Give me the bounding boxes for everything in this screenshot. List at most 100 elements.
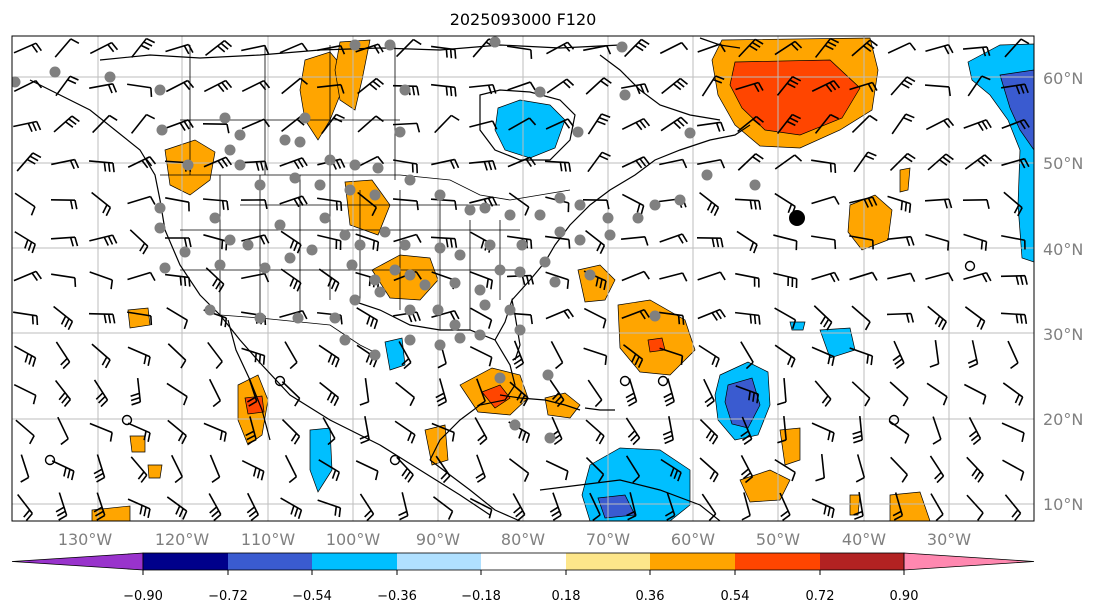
station-dot (516, 239, 528, 251)
wind-barb (773, 234, 798, 251)
colorbar-tick-label: 0.54 (721, 589, 750, 604)
wind-barb (887, 195, 912, 213)
wind-barb (357, 77, 384, 95)
map-title: 2025093000 F120 (450, 10, 597, 29)
wind-barb (509, 381, 529, 407)
lat-label: 50°N (1043, 154, 1083, 173)
wind-barb (811, 159, 837, 174)
wind-barb (892, 340, 905, 370)
wind-barb (508, 458, 530, 482)
lat-label: 20°N (1043, 410, 1083, 429)
wind-barb (127, 311, 153, 326)
wind-barb (434, 114, 460, 134)
wind-barb (1001, 118, 1030, 130)
wind-barb (13, 270, 42, 282)
wind-barb (699, 457, 719, 483)
wind-barb (661, 77, 688, 95)
wind-barb (737, 153, 764, 171)
wind-barb (355, 233, 380, 252)
wind-barb (166, 307, 189, 330)
wind-barb (929, 339, 940, 368)
wind-barb (963, 119, 992, 132)
longitude-labels: 130°W 120°W 110°W 100°W 90°W 80°W 70°W 6… (58, 530, 971, 549)
wind-barb (621, 156, 651, 169)
wind-barb (849, 235, 874, 250)
lon-label: 50°W (756, 530, 800, 549)
colorbar-bin (650, 553, 735, 570)
station-dot (156, 124, 168, 136)
wind-barb (15, 419, 35, 445)
wind-barb (851, 305, 871, 331)
wind-barb (587, 113, 611, 135)
wind-barb (53, 115, 80, 133)
wind-barb (853, 151, 877, 173)
wind-barb (203, 156, 232, 169)
wind-barb (851, 381, 871, 407)
coast-hispaniola (584, 407, 615, 411)
station-dot (389, 264, 401, 276)
wind-barb (1002, 382, 1024, 406)
wind-barb (508, 192, 530, 216)
map-area (12, 36, 1034, 521)
wind-barb (701, 75, 725, 97)
station-dot (242, 239, 254, 251)
station-dot (379, 226, 391, 238)
station-dot (454, 332, 466, 344)
wind-barb (280, 230, 302, 254)
station-dot (404, 174, 416, 186)
coast-gulf-of-mexico (349, 299, 516, 461)
station-dot (494, 264, 506, 276)
station-dot (554, 226, 566, 238)
wind-barb (583, 44, 612, 55)
wind-barb (544, 160, 572, 172)
colorbar-bin (228, 553, 312, 570)
station-dot (449, 277, 461, 289)
wind-barb (663, 378, 675, 407)
wind-barb (583, 307, 607, 329)
wind-barb (469, 497, 493, 519)
wind-barb (966, 456, 984, 483)
wind-barb (14, 345, 37, 367)
wind-barb (51, 158, 80, 170)
wind-barb (926, 382, 948, 406)
station-dot (479, 202, 491, 214)
colorbar-bin (735, 553, 820, 570)
wind-barb (317, 197, 343, 211)
station-dot (154, 84, 166, 96)
station-dot (274, 219, 286, 231)
lon-label: 110°W (241, 530, 296, 549)
wind-barb (740, 416, 753, 445)
station-dot (404, 269, 416, 281)
wind-barb (92, 114, 118, 134)
wind-barb (394, 420, 416, 444)
wind-barb (621, 270, 650, 282)
station-dot (254, 179, 266, 191)
station-dot (514, 324, 526, 336)
wind-barb (431, 158, 460, 170)
wind-barb (240, 160, 269, 171)
wind-barb (507, 45, 533, 59)
wind-barb (776, 377, 787, 406)
wind-barb (659, 233, 688, 244)
wind-barb (587, 151, 611, 173)
wind-barb (886, 312, 915, 323)
station-dots (12, 36, 761, 444)
wind-barb (546, 78, 575, 94)
wind-barb (246, 492, 260, 521)
wind-barb (54, 38, 80, 58)
coast-labrador (599, 54, 721, 121)
anomaly-negative-spot-d (789, 321, 806, 331)
wind-barb (392, 198, 419, 211)
station-dot (219, 112, 231, 124)
wind-barb (13, 42, 43, 54)
colorbar-tick-label: −0.54 (292, 589, 332, 604)
lon-label: 90°W (416, 530, 460, 549)
wind-barb (165, 197, 190, 212)
station-dot (369, 349, 381, 361)
wind-barb (431, 309, 460, 321)
wind-barb (50, 236, 79, 247)
wind-barb (697, 308, 726, 321)
wind-barb (927, 153, 954, 171)
wind-barb (129, 229, 149, 255)
